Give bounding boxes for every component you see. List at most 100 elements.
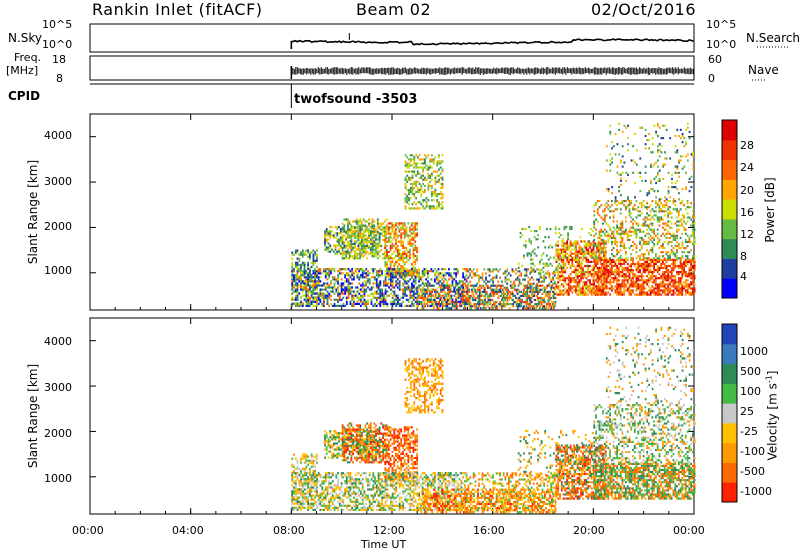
power-echo-cell: [559, 277, 561, 280]
power-echo-cell: [573, 285, 575, 288]
power-echo-cell: [391, 242, 394, 245]
power-echo-cell: [393, 257, 396, 260]
power-echo-cell: [402, 242, 404, 245]
power-echo-cell: [296, 294, 299, 297]
power-echo-cell: [359, 236, 362, 239]
power-echo-cell: [379, 302, 382, 305]
power-echo-cell: [366, 242, 369, 246]
power-echo-cell: [398, 304, 401, 307]
power-echo-cell: [403, 250, 406, 253]
power-echo-cell: [623, 124, 626, 127]
power-echo-cell: [381, 290, 383, 293]
power-echo-cell: [317, 268, 320, 271]
power-echo-cell: [384, 238, 387, 241]
power-echo-cell: [363, 292, 366, 295]
power-echo-cell: [665, 277, 668, 280]
power-echo-cell: [409, 278, 412, 281]
power-echo-cell: [364, 249, 367, 252]
power-echo-cell: [480, 294, 483, 297]
power-echo-cell: [616, 240, 618, 244]
power-echo-cell: [402, 259, 404, 262]
power-echo-cell: [406, 166, 409, 169]
power-echo-cell: [391, 257, 394, 260]
power-echo-cell: [598, 230, 601, 233]
power-echo-cell: [305, 302, 308, 305]
power-echo-cell: [628, 283, 631, 286]
power-echo-cell: [404, 286, 406, 289]
power-echo-cell: [681, 269, 684, 272]
power-echo-cell: [619, 232, 622, 235]
power-echo-cell: [630, 244, 633, 248]
power-echo-cell: [384, 236, 387, 239]
power-echo-cell: [405, 298, 408, 301]
power-echo-cell: [405, 252, 408, 256]
power-echo-cell: [407, 254, 410, 258]
power-echo-cell: [389, 222, 392, 225]
power-echo-cell: [436, 199, 439, 202]
power-echo-cell: [672, 236, 675, 239]
power-echo-cell: [590, 252, 593, 255]
power-echo-cell: [593, 222, 596, 225]
power-echo-cell: [373, 226, 376, 229]
power-echo-cell: [350, 234, 353, 237]
power-echo-cell: [433, 284, 435, 287]
power-echo-cell: [357, 232, 360, 235]
power-echo-cell: [386, 265, 388, 268]
power-echo-cell: [590, 287, 593, 290]
power-echo-cell: [424, 178, 426, 181]
power-echo-cell: [475, 292, 478, 295]
power-echo-cell: [462, 274, 464, 277]
power-echo-cell: [430, 288, 433, 291]
power-echo-cell: [677, 293, 680, 296]
power-echo-cell: [555, 250, 558, 253]
power-echo-cell: [658, 285, 661, 288]
power-echo-cell: [681, 155, 684, 158]
power-echo-cell: [575, 258, 577, 261]
power-echo-cell: [411, 274, 413, 277]
power-echo-cell: [355, 240, 358, 243]
power-echo-cell: [427, 176, 430, 179]
power-echo-cell: [395, 298, 398, 301]
power-echo-cell: [621, 273, 624, 276]
power-echo-cell: [390, 276, 392, 279]
power-echo-cell: [382, 304, 385, 307]
power-echo-cell: [512, 294, 515, 297]
power-echo-cell: [688, 216, 691, 219]
power-echo-cell: [571, 242, 574, 245]
power-echo-cell: [328, 304, 331, 307]
power-echo-cell: [618, 275, 620, 278]
power-echo-cell: [444, 298, 447, 301]
power-echo-cell: [350, 224, 353, 227]
power-echo-cell: [413, 160, 416, 163]
power-echo-cell: [677, 279, 680, 282]
power-echo-cell: [688, 293, 691, 296]
power-echo-cell: [582, 281, 584, 284]
power-echo-cell: [391, 302, 394, 305]
power-echo-cell: [340, 298, 343, 301]
power-echo-cell: [461, 290, 463, 293]
power-echo-cell: [388, 268, 390, 271]
power-echo-cell: [323, 292, 325, 295]
power-echo-cell: [537, 296, 539, 300]
power-echo-cell: [613, 145, 615, 148]
power-echo-cell: [501, 303, 504, 306]
power-echo-cell: [644, 220, 647, 223]
power-echo-cell: [662, 222, 664, 225]
power-echo-cell: [555, 254, 558, 257]
power-echo-cell: [404, 164, 407, 167]
power-echo-cell: [684, 228, 687, 231]
power-echo-cell: [447, 288, 449, 291]
power-echo-cell: [342, 296, 345, 299]
power-echo-cell: [616, 269, 618, 272]
power-echo-cell: [414, 300, 417, 303]
power-echo-cell: [686, 212, 689, 215]
power-echo-cell: [414, 278, 417, 281]
power-echo-cell: [677, 271, 680, 274]
power-echo-cell: [342, 288, 345, 291]
power-echo-cell: [554, 258, 557, 261]
power-echo-cell: [635, 275, 638, 278]
power-echo-cell: [674, 281, 677, 284]
power-echo-cell: [660, 151, 663, 154]
power-echo-cell: [635, 293, 638, 296]
power-echo-cell: [413, 172, 416, 175]
